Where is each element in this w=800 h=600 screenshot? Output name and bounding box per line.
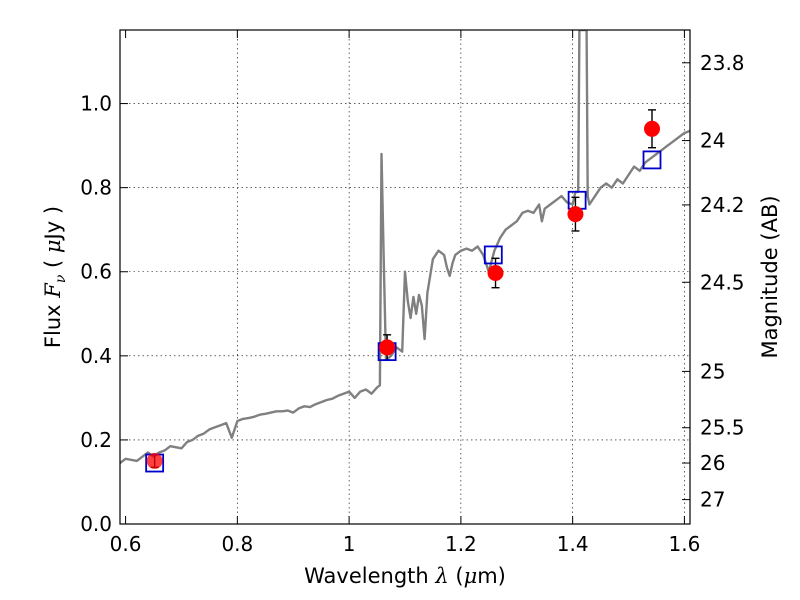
x-tick-label: 1.4 [557, 532, 589, 556]
y-axis-label: Flux Fν ( μJy ) [41, 206, 69, 348]
x-tick-label: 0.6 [110, 532, 142, 556]
spectrum-line [120, 30, 690, 464]
plot-frame [119, 29, 691, 525]
y-tick-label: 0.6 [80, 260, 112, 284]
observed-photometry-layer [146, 120, 660, 469]
y-tick-label: 0.0 [80, 512, 112, 536]
observed-photometry-point [644, 120, 660, 137]
y2-tick-label: 27 [700, 488, 725, 512]
y2-tick-label: 23.8 [700, 51, 745, 75]
y2-tick-label: 24 [700, 129, 725, 153]
observed-photometry-point [567, 206, 584, 223]
model-photometry-square [483, 245, 503, 265]
observed-photometry-point [487, 265, 504, 282]
observed-photometry-point [379, 339, 396, 356]
ticks: 0.6 0.8 1 1.2 1.4 1.6 0.0 0.2 0.4 0.6 0.8 1.0 23.8 24… [80, 30, 745, 556]
y-tick-label: 0.8 [80, 176, 112, 200]
x-axis-label: Wavelength λ (μm) [304, 564, 506, 588]
y2-axis-label: Magnitude (AB) [758, 195, 782, 358]
y2-tick-label: 24.2 [700, 193, 745, 217]
y-tick-label: 0.2 [80, 428, 112, 452]
x-tick-label: 0.8 [221, 532, 253, 556]
y-tick-label: 1.0 [80, 92, 112, 116]
model-photometry-square [642, 150, 662, 170]
x-tick-label: 1 [343, 532, 356, 556]
y-tick-label: 0.4 [80, 344, 112, 368]
x-tick-label: 1.2 [445, 532, 477, 556]
observed-photometry-point [146, 452, 163, 469]
y2-tick-label: 25 [700, 359, 725, 383]
y2-tick-label: 25.5 [700, 416, 745, 440]
y2-tick-label: 26 [700, 451, 725, 475]
y2-tick-label: 24.5 [700, 270, 745, 294]
spectrum-layer [120, 30, 690, 464]
x-tick-label: 1.6 [669, 532, 701, 556]
